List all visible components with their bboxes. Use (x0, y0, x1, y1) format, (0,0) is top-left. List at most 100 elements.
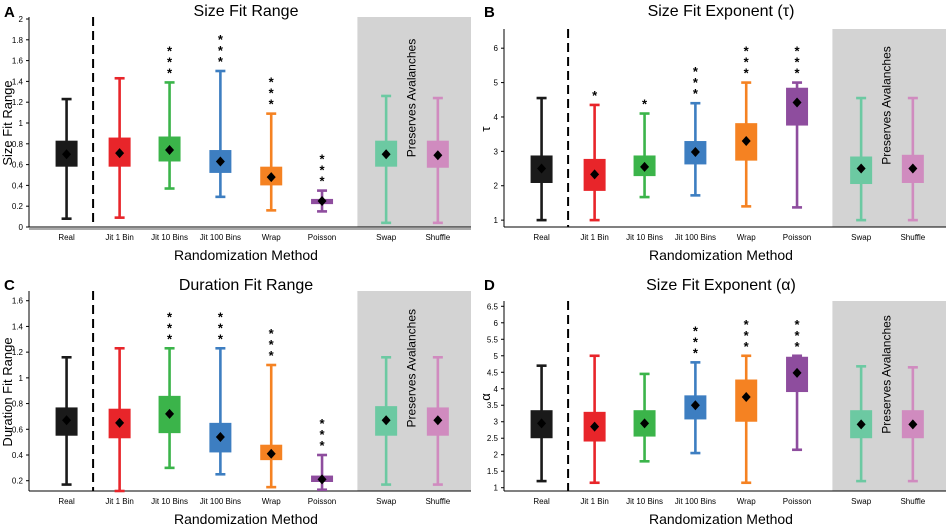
x-tick-label: Shuffle (900, 497, 925, 506)
shaded-region (832, 29, 946, 227)
y-tick-label: 0.8 (12, 140, 24, 149)
y-tick-label: 4 (494, 385, 499, 394)
y-tick-label: 0.6 (12, 425, 24, 434)
x-tick-label: Shuffle (900, 233, 925, 242)
box-real (55, 355, 78, 486)
median-marker (165, 145, 175, 156)
box-shuffle (901, 366, 924, 483)
x-tick-label: Wrap (262, 233, 282, 242)
significance-star: * (218, 320, 224, 335)
y-tick-label: 0.8 (12, 400, 24, 409)
box-swap (850, 365, 873, 483)
median-marker (215, 432, 225, 442)
box-swap (375, 94, 398, 225)
y-tick-label: 5.5 (487, 335, 499, 344)
y-tick-label: 0.2 (12, 477, 24, 486)
median-marker (266, 172, 276, 183)
significance-star: * (320, 174, 326, 189)
y-tick-label: 0 (19, 223, 24, 232)
x-tick-label: Swap (376, 497, 397, 506)
x-tick-label: Shuffle (425, 497, 450, 506)
significance-star: * (269, 348, 275, 363)
median-marker (266, 448, 276, 459)
x-tick-label: Wrap (737, 233, 757, 242)
x-axis-label: Randomization Method (649, 511, 793, 527)
y-tick-label: 1.8 (12, 36, 24, 45)
median-marker (792, 367, 802, 378)
y-axis-label: Size Fit Range (0, 80, 15, 165)
y-tick-label: 1.5 (487, 467, 499, 476)
box-shuffle (426, 96, 449, 225)
significance-star: * (744, 317, 750, 332)
significance-star: * (218, 32, 224, 47)
median-marker (640, 418, 650, 429)
significance-star: * (218, 309, 224, 324)
panel-c: Preserves Avalanches 0.2 0.4 0.6 0.8 1 1.2 1.4 1… (0, 277, 471, 527)
panel-title: Size Fit Range (194, 3, 299, 20)
median-marker (317, 474, 327, 485)
significance-star: * (693, 75, 699, 90)
significance-star: * (167, 54, 173, 69)
panel-a: Preserves Avalanches 0 0.2 0.4 0.6 0.8 1 1.2 1.4… (0, 3, 471, 263)
median-marker (317, 196, 327, 206)
median-marker (741, 392, 751, 402)
box-jit-100-bins: ****** (209, 32, 232, 199)
box-jit-10-bins (633, 372, 656, 463)
significance-star: * (744, 44, 750, 59)
significance-star: * (269, 326, 275, 341)
panel-title: Size Fit Exponent (τ) (648, 3, 795, 20)
box-poisson: ****** (311, 152, 334, 213)
y-tick-label: 0.4 (12, 451, 24, 460)
median-marker (590, 421, 600, 432)
median-marker (537, 163, 547, 174)
significance-star: * (167, 309, 173, 324)
significance-star: * (744, 339, 750, 354)
significance-star: * (320, 427, 326, 442)
box-wrap: ****** (735, 44, 758, 208)
box-wrap: ****** (260, 75, 283, 212)
box-poisson: ****** (786, 44, 809, 209)
significance-star: * (320, 152, 326, 167)
shaded-region (357, 17, 471, 227)
box-jit-100-bins: ****** (209, 309, 232, 476)
shaded-region-label: Preserves Avalanches (880, 315, 894, 434)
significance-star: * (642, 97, 648, 112)
box-swap (375, 355, 398, 486)
significance-star: * (218, 54, 224, 69)
y-tick-label: 0.2 (12, 202, 24, 211)
significance-star: * (744, 66, 750, 81)
y-tick-label: 1.2 (12, 98, 24, 107)
significance-star: * (693, 86, 699, 101)
x-tick-label: Shuffle (425, 233, 450, 242)
box-jit-1-bin (108, 76, 131, 219)
median-marker (856, 163, 866, 174)
box-jit-1-bin: ** (583, 88, 606, 222)
x-tick-label: Poisson (783, 233, 811, 242)
significance-star: * (167, 320, 173, 335)
y-tick-label: 6 (494, 44, 499, 53)
significance-star: * (167, 65, 173, 80)
median-marker (640, 161, 650, 172)
x-tick-label: Poisson (783, 497, 811, 506)
y-tick-label: 5 (494, 79, 499, 88)
panel-title: Size Fit Exponent (α) (646, 277, 796, 294)
median-marker (690, 147, 700, 158)
box-jit-1-bin (583, 354, 606, 485)
shaded-region-label: Preserves Avalanches (405, 39, 419, 158)
median-marker (908, 163, 918, 174)
box-wrap: ****** (260, 326, 283, 489)
y-tick-label: 1.6 (12, 297, 24, 306)
significance-star: * (167, 43, 173, 58)
x-tick-label: Wrap (737, 497, 757, 506)
x-tick-label: Jit 1 Bin (580, 497, 608, 506)
y-tick-label: 1 (494, 216, 499, 225)
significance-star: * (269, 86, 275, 101)
y-tick-label: 3 (494, 147, 499, 156)
box-real (55, 97, 78, 220)
x-tick-label: Poisson (308, 497, 336, 506)
x-tick-label: Wrap (262, 497, 282, 506)
y-tick-label: 2 (19, 15, 24, 24)
y-tick-label: 3.5 (487, 401, 499, 410)
y-tick-label: 2.5 (487, 434, 499, 443)
